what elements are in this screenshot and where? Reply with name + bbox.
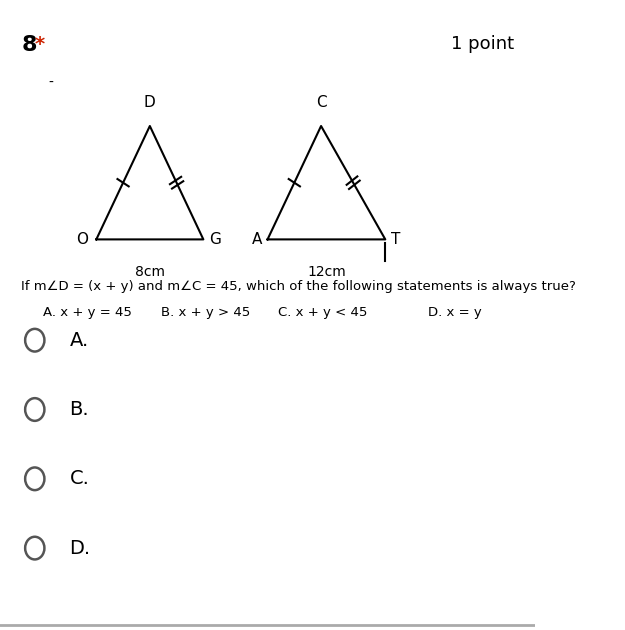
- Text: D: D: [144, 95, 156, 110]
- Text: A.: A.: [69, 331, 89, 350]
- Text: T: T: [391, 232, 400, 247]
- Text: O: O: [76, 232, 88, 247]
- Text: -: -: [48, 76, 53, 89]
- Text: B. x + y > 45: B. x + y > 45: [161, 306, 250, 319]
- Text: B.: B.: [69, 400, 89, 419]
- Text: 1 point: 1 point: [451, 35, 514, 53]
- Text: 8cm: 8cm: [135, 265, 165, 278]
- Text: D.: D.: [69, 539, 91, 558]
- Text: A. x + y = 45: A. x + y = 45: [42, 306, 132, 319]
- Text: 12cm: 12cm: [307, 265, 346, 278]
- Text: *: *: [35, 35, 45, 54]
- Text: C. x + y < 45: C. x + y < 45: [278, 306, 368, 319]
- Text: A: A: [252, 232, 262, 247]
- Text: 8: 8: [21, 35, 37, 55]
- Text: If m∠D = (x + y) and m∠C = 45, which of the following statements is always true?: If m∠D = (x + y) and m∠C = 45, which of …: [21, 280, 576, 294]
- Text: G: G: [209, 232, 221, 247]
- Text: C: C: [316, 95, 326, 110]
- Text: D. x = y: D. x = y: [428, 306, 482, 319]
- Text: C.: C.: [69, 469, 89, 488]
